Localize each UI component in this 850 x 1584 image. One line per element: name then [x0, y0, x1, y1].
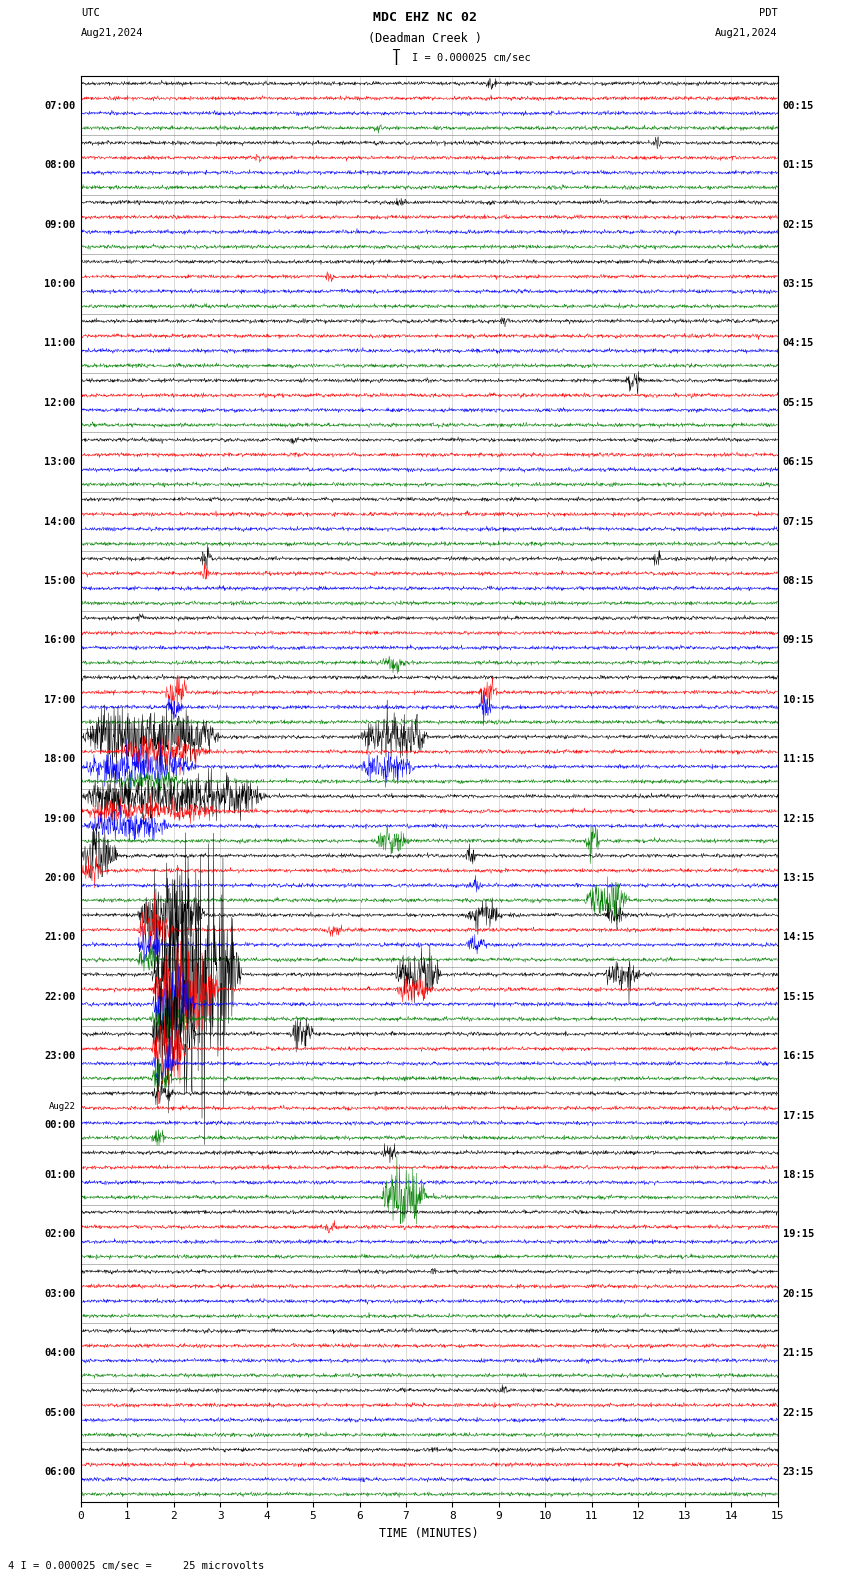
Text: 14:15: 14:15 — [783, 933, 814, 942]
Text: 15:00: 15:00 — [44, 577, 76, 586]
Text: 12:15: 12:15 — [783, 814, 814, 824]
Text: 08:15: 08:15 — [783, 577, 814, 586]
Text: Aug21,2024: Aug21,2024 — [81, 29, 144, 38]
Text: PDT: PDT — [759, 8, 778, 17]
Text: 07:00: 07:00 — [44, 101, 76, 111]
Text: Aug22: Aug22 — [48, 1101, 76, 1110]
Text: 03:15: 03:15 — [783, 279, 814, 288]
Text: 04:15: 04:15 — [783, 339, 814, 348]
Text: 20:15: 20:15 — [783, 1289, 814, 1299]
Text: 13:15: 13:15 — [783, 873, 814, 882]
Text: 4 I = 0.000025 cm/sec =     25 microvolts: 4 I = 0.000025 cm/sec = 25 microvolts — [8, 1562, 264, 1571]
Text: I = 0.000025 cm/sec: I = 0.000025 cm/sec — [412, 52, 531, 63]
Text: 15:15: 15:15 — [783, 992, 814, 1001]
Text: 19:15: 19:15 — [783, 1229, 814, 1239]
Text: 12:00: 12:00 — [44, 398, 76, 407]
Text: 00:15: 00:15 — [783, 101, 814, 111]
Text: 09:00: 09:00 — [44, 220, 76, 230]
Text: 05:15: 05:15 — [783, 398, 814, 407]
Text: 23:15: 23:15 — [783, 1467, 814, 1476]
Text: 06:15: 06:15 — [783, 458, 814, 467]
Text: 01:00: 01:00 — [44, 1171, 76, 1180]
Text: 20:00: 20:00 — [44, 873, 76, 882]
Text: MDC EHZ NC 02: MDC EHZ NC 02 — [373, 11, 477, 24]
Text: 07:15: 07:15 — [783, 516, 814, 526]
Text: 21:00: 21:00 — [44, 933, 76, 942]
Text: 19:00: 19:00 — [44, 814, 76, 824]
Text: 09:15: 09:15 — [783, 635, 814, 645]
Text: 05:00: 05:00 — [44, 1408, 76, 1418]
Text: 06:00: 06:00 — [44, 1467, 76, 1476]
Text: 03:00: 03:00 — [44, 1289, 76, 1299]
Text: 02:15: 02:15 — [783, 220, 814, 230]
Text: 00:00: 00:00 — [44, 1120, 76, 1129]
Text: 17:15: 17:15 — [783, 1110, 814, 1120]
Text: 08:00: 08:00 — [44, 160, 76, 169]
Text: (Deadman Creek ): (Deadman Creek ) — [368, 32, 482, 44]
Text: 11:00: 11:00 — [44, 339, 76, 348]
Text: 10:00: 10:00 — [44, 279, 76, 288]
Text: 10:15: 10:15 — [783, 695, 814, 705]
Text: UTC: UTC — [81, 8, 99, 17]
Text: 21:15: 21:15 — [783, 1348, 814, 1357]
Text: 01:15: 01:15 — [783, 160, 814, 169]
Text: 18:15: 18:15 — [783, 1171, 814, 1180]
Text: 13:00: 13:00 — [44, 458, 76, 467]
Text: 22:00: 22:00 — [44, 992, 76, 1001]
Text: Aug21,2024: Aug21,2024 — [715, 29, 778, 38]
Text: 17:00: 17:00 — [44, 695, 76, 705]
Text: 16:15: 16:15 — [783, 1052, 814, 1061]
Text: 16:00: 16:00 — [44, 635, 76, 645]
Text: 18:00: 18:00 — [44, 754, 76, 763]
Text: 02:00: 02:00 — [44, 1229, 76, 1239]
Text: 22:15: 22:15 — [783, 1408, 814, 1418]
Text: 14:00: 14:00 — [44, 516, 76, 526]
X-axis label: TIME (MINUTES): TIME (MINUTES) — [379, 1527, 479, 1540]
Text: 04:00: 04:00 — [44, 1348, 76, 1357]
Text: 23:00: 23:00 — [44, 1052, 76, 1061]
Text: 11:15: 11:15 — [783, 754, 814, 763]
